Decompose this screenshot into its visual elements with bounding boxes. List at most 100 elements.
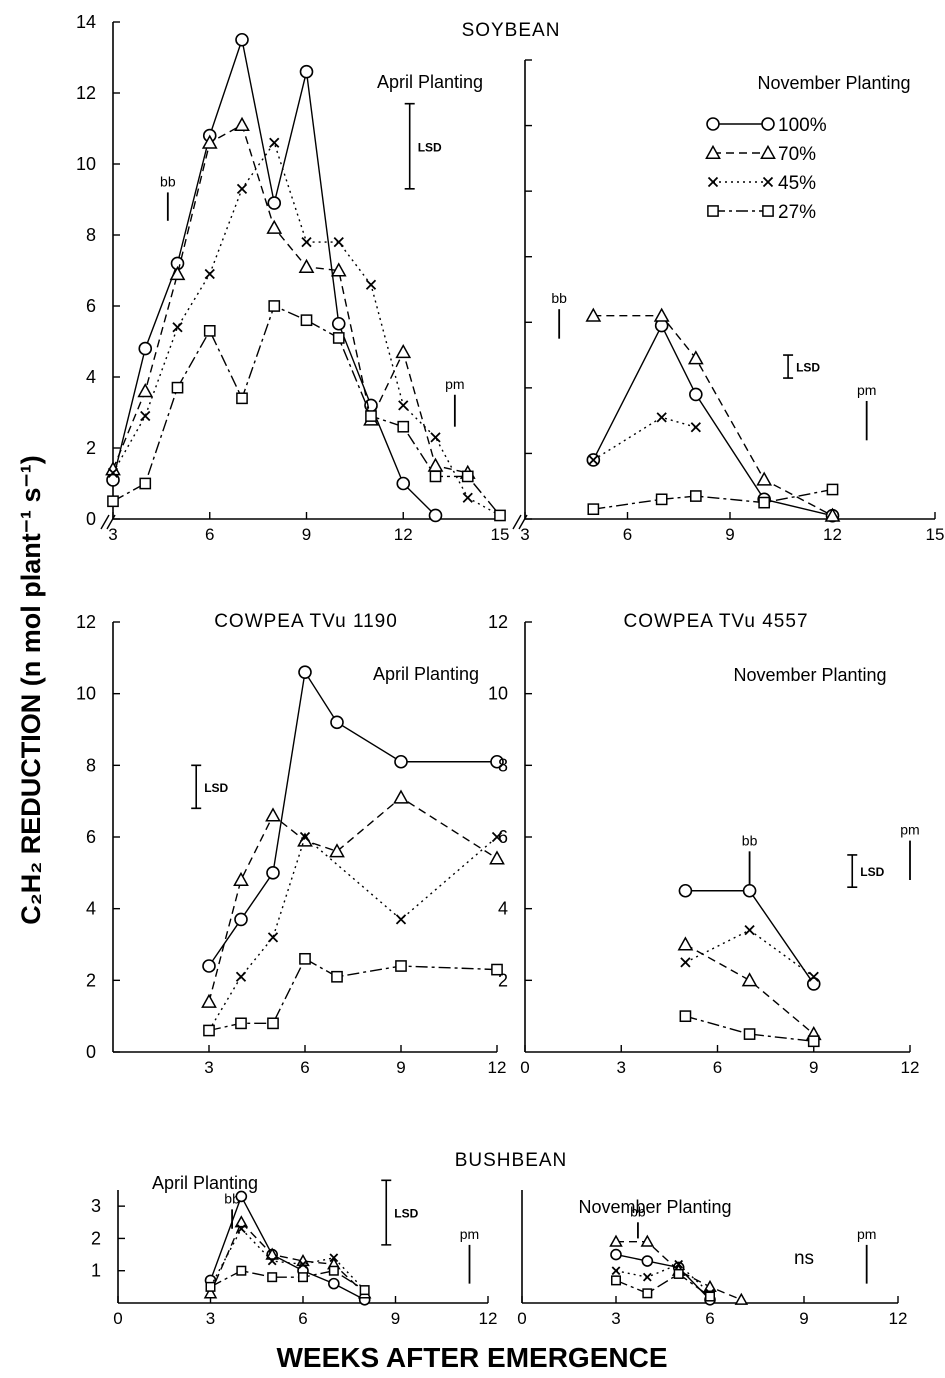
data-point xyxy=(642,1272,652,1282)
data-point xyxy=(807,1035,820,1048)
lsd-label: ns xyxy=(794,1248,814,1269)
legend-label: 45% xyxy=(778,173,816,194)
y-tick-label: 6 xyxy=(86,827,96,847)
legend-entry: 27% xyxy=(707,202,816,223)
y-tick-label: 3 xyxy=(91,1196,101,1216)
legend-marker-start xyxy=(705,144,721,160)
series-line xyxy=(592,416,697,461)
stage-label-bb: bb xyxy=(742,832,758,848)
data-point xyxy=(489,850,505,865)
legend-label: 70% xyxy=(778,144,816,165)
data-point xyxy=(587,503,600,516)
data-point xyxy=(428,508,443,523)
y-tick-label: 10 xyxy=(76,684,96,704)
data-point xyxy=(824,507,841,522)
legend-marker-start xyxy=(707,205,719,217)
data-point xyxy=(298,1259,308,1269)
x-tick-label: 6 xyxy=(300,1058,309,1077)
legend: 100% 70% 45% 27% xyxy=(705,115,827,223)
panel-soy-nov: 3 6 9 12 15 November Planting LSD bb pm xyxy=(512,59,944,544)
lsd-bar xyxy=(404,102,415,190)
series-27pct xyxy=(107,300,506,522)
y-tick-label: 10 xyxy=(76,154,96,174)
data-point xyxy=(234,912,248,927)
series-line xyxy=(209,1194,365,1301)
series-45pct xyxy=(588,412,701,466)
y-tick-label: 14 xyxy=(76,12,96,32)
data-point xyxy=(640,1234,655,1247)
data-point xyxy=(137,383,154,398)
series-70pct xyxy=(677,936,822,1041)
y-tick-label: 4 xyxy=(498,899,508,919)
data-point xyxy=(331,970,343,983)
y-tick-label: 2 xyxy=(86,438,96,458)
y-tick-label: 4 xyxy=(86,899,96,919)
data-point xyxy=(235,32,249,47)
data-point xyxy=(611,1266,621,1276)
x-tick-label: 0 xyxy=(520,1058,529,1077)
series-27pct xyxy=(679,1010,820,1048)
data-point xyxy=(235,971,247,982)
data-point xyxy=(171,381,184,394)
data-point xyxy=(236,1224,246,1234)
data-point xyxy=(690,422,701,433)
data-point xyxy=(201,993,217,1008)
y-tick-label: 12 xyxy=(76,612,96,632)
series-line xyxy=(209,1221,366,1294)
data-point xyxy=(267,196,282,210)
x-tick-label: 0 xyxy=(517,1309,526,1328)
data-point xyxy=(642,1288,653,1299)
series-100pct xyxy=(586,318,840,523)
data-point xyxy=(169,265,186,281)
data-point xyxy=(234,1215,249,1228)
data-point xyxy=(203,1286,218,1299)
data-point xyxy=(703,1279,717,1293)
data-point xyxy=(328,1277,340,1290)
data-point xyxy=(365,279,377,290)
data-point xyxy=(268,300,281,312)
series-line xyxy=(616,1240,742,1301)
data-point xyxy=(267,1272,278,1283)
panel-cow-nov: 0 3 6 9 12 2 4 6 8 10 12 COWPEA TVu 4557 November Pl… xyxy=(488,611,920,1077)
legend-entry: 70% xyxy=(705,144,816,165)
x-tick-label: 9 xyxy=(809,1058,818,1077)
series-70pct xyxy=(201,789,505,1008)
data-point xyxy=(641,1255,654,1267)
y-tick-label: 8 xyxy=(498,755,508,775)
data-point xyxy=(266,219,283,234)
x-tick-label: 12 xyxy=(889,1309,908,1328)
x-tick-label: 3 xyxy=(520,525,529,544)
legend-entry: 45% xyxy=(707,173,816,194)
lsd-label: LSD xyxy=(394,1207,418,1221)
y-tick-label: 2 xyxy=(91,1228,101,1248)
data-point xyxy=(204,268,215,280)
legend-marker-end xyxy=(762,205,774,217)
x-tick-label: 9 xyxy=(302,525,311,544)
data-point xyxy=(674,1259,684,1269)
data-point xyxy=(233,871,249,887)
data-point xyxy=(140,410,151,422)
stage-label-bb: bb xyxy=(160,173,176,189)
data-point xyxy=(330,262,347,277)
y-tick-label: 1 xyxy=(91,1261,101,1281)
data-point xyxy=(300,314,313,327)
series-27pct xyxy=(611,1268,715,1302)
series-70pct xyxy=(105,116,476,479)
legend-entry: 100% xyxy=(706,115,827,136)
data-point xyxy=(333,236,344,248)
x-tick-label: 6 xyxy=(623,525,632,544)
data-point xyxy=(267,1256,277,1266)
data-point xyxy=(430,432,441,443)
data-point xyxy=(395,960,407,972)
data-point xyxy=(201,134,218,149)
data-point xyxy=(299,952,311,965)
series-line xyxy=(685,943,815,1035)
panel-soy-april: 3 6 9 12 15 0 2 4 6 8 10 12 14 SOYBEAN April Planting L… xyxy=(76,12,559,544)
data-point xyxy=(299,64,314,79)
data-point xyxy=(588,454,599,466)
data-point xyxy=(678,883,693,898)
y-tick-label: 12 xyxy=(488,612,508,632)
data-point xyxy=(331,316,346,331)
data-point xyxy=(328,1265,339,1276)
x-tick-label: 12 xyxy=(901,1058,920,1077)
